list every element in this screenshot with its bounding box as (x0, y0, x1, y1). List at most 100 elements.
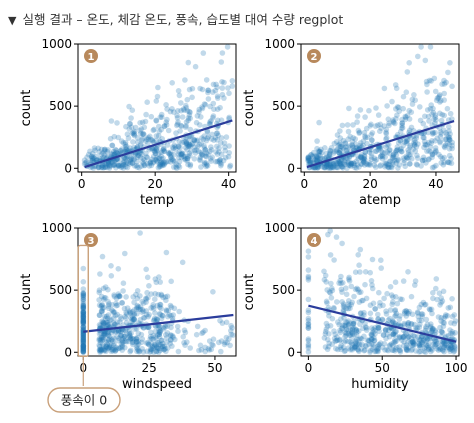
data-point (424, 321, 431, 328)
data-point (321, 164, 328, 171)
data-point (429, 129, 436, 135)
data-point (118, 164, 124, 171)
data-point (80, 309, 87, 315)
data-point (207, 119, 213, 125)
data-point (333, 337, 340, 344)
badge-circle (307, 233, 321, 247)
data-point (182, 155, 188, 162)
data-point (115, 345, 122, 351)
data-point (352, 141, 359, 147)
data-point (344, 155, 351, 162)
data-point (442, 144, 448, 151)
data-point (429, 151, 436, 158)
data-point (205, 96, 212, 102)
data-point (343, 285, 349, 292)
data-point (449, 142, 456, 149)
data-point (106, 343, 113, 349)
data-point (133, 336, 140, 342)
data-point (210, 100, 217, 107)
data-point (404, 137, 411, 143)
data-point (389, 331, 396, 338)
data-point (441, 81, 448, 87)
data-point (162, 345, 168, 352)
data-point (396, 333, 403, 340)
data-point (395, 321, 402, 328)
data-point (129, 339, 136, 346)
data-point (336, 280, 342, 286)
data-point (121, 155, 127, 161)
data-point (227, 342, 233, 349)
data-point (160, 294, 166, 301)
data-point (354, 162, 361, 168)
data-point (378, 125, 384, 131)
data-point (178, 151, 184, 157)
data-point (360, 155, 367, 162)
data-point (119, 146, 125, 152)
data-point (168, 154, 174, 160)
data-point (332, 159, 339, 165)
data-point (426, 346, 432, 353)
data-point (140, 130, 147, 137)
data-point (80, 317, 87, 324)
data-point (366, 341, 372, 348)
data-point (430, 105, 436, 112)
data-point (327, 164, 334, 171)
data-point (80, 331, 87, 338)
data-point (446, 134, 453, 141)
data-point (399, 296, 405, 303)
data-point (102, 284, 109, 290)
data-point (127, 161, 133, 167)
data-point (176, 149, 182, 155)
data-point (415, 141, 421, 147)
data-point (133, 344, 140, 351)
data-point (95, 164, 102, 171)
data-point (199, 105, 206, 112)
data-point (185, 161, 191, 168)
data-point (350, 321, 357, 327)
data-point (345, 160, 352, 167)
data-point (386, 164, 393, 171)
data-point (418, 163, 424, 169)
data-point (134, 304, 140, 310)
data-point (354, 341, 360, 348)
data-point (127, 157, 133, 163)
data-point (122, 144, 129, 150)
data-point (339, 322, 346, 329)
data-point (372, 348, 378, 355)
data-point (409, 96, 416, 103)
data-point (165, 307, 172, 314)
data-point (305, 267, 312, 273)
data-point (80, 337, 87, 344)
data-point (327, 148, 334, 154)
data-point (148, 162, 155, 169)
data-point (168, 159, 174, 165)
data-point (148, 329, 154, 336)
data-point (116, 162, 122, 169)
data-point (104, 320, 111, 326)
data-point (214, 106, 221, 112)
data-point (338, 273, 344, 280)
data-point (149, 138, 156, 144)
data-point (382, 150, 388, 156)
data-point (107, 344, 113, 351)
x-tick-label: 100 (445, 361, 468, 375)
collapse-triangle-icon[interactable]: ▼ (8, 14, 17, 27)
data-point (362, 133, 368, 139)
data-point (305, 273, 312, 280)
data-point (389, 164, 395, 171)
data-point (429, 154, 435, 161)
data-point (321, 276, 328, 283)
data-point (175, 119, 181, 125)
data-point (361, 156, 368, 162)
data-point (96, 149, 103, 155)
data-point (120, 161, 127, 168)
badge-circle (84, 49, 98, 63)
data-point (403, 138, 409, 145)
data-point (308, 152, 314, 158)
data-point (395, 157, 401, 164)
data-point (382, 327, 389, 334)
data-point (392, 337, 398, 343)
data-point (155, 84, 161, 91)
data-point (105, 305, 112, 312)
data-point (418, 334, 425, 340)
